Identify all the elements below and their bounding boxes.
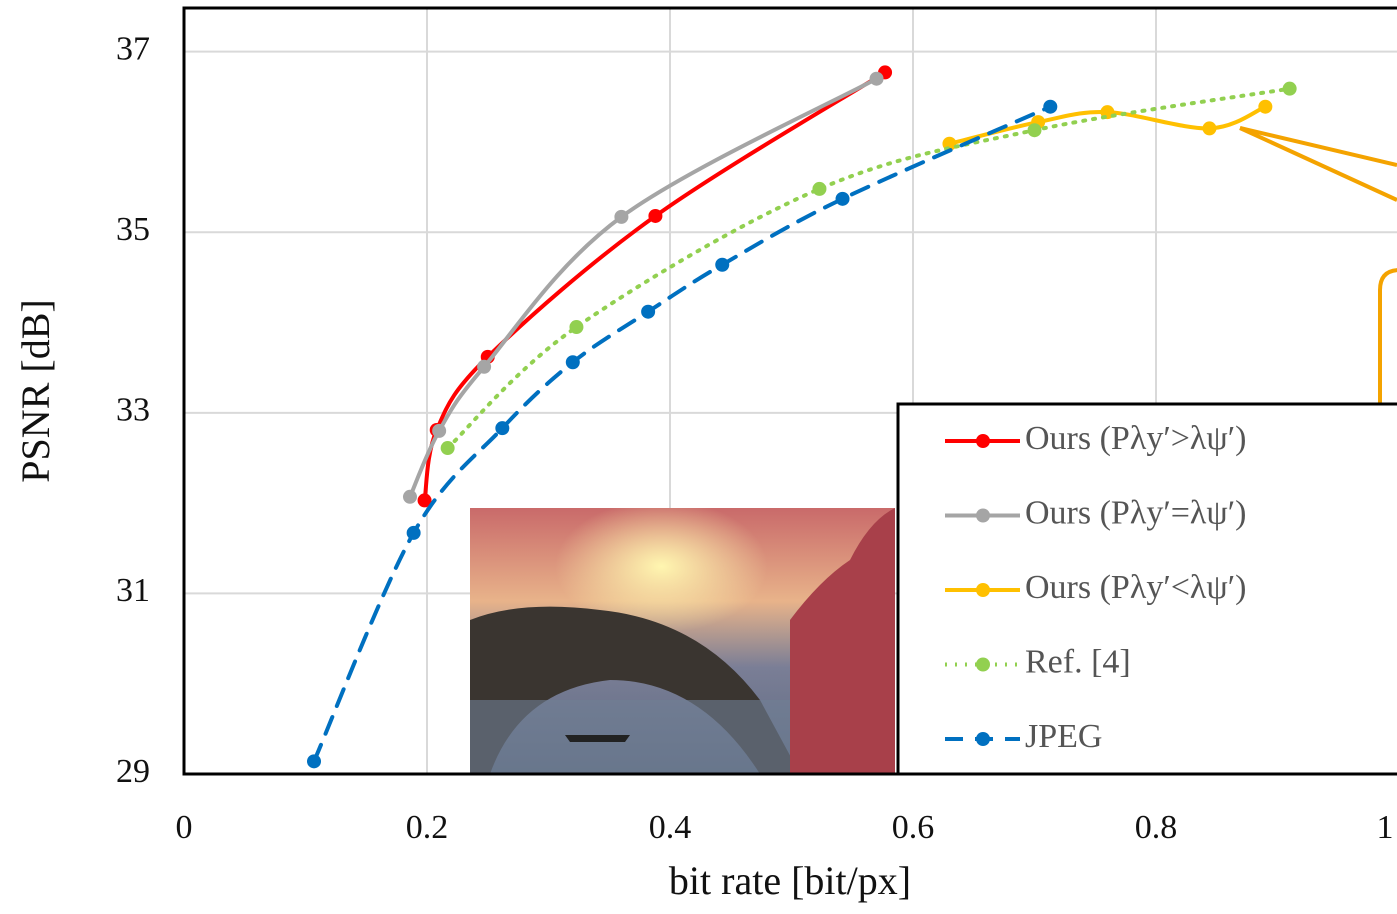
data-point [307,754,322,769]
y-tick-label: 29 [116,753,150,790]
inset-image [470,508,895,774]
legend-label: JPEG [1025,718,1102,755]
data-point [869,71,884,86]
series-line [445,86,1292,451]
data-point [406,525,421,540]
data-point [495,421,510,436]
series-line [407,76,879,499]
legend-label: Ref. [4] [1025,643,1131,680]
x-tick-label: 1 [1377,809,1394,846]
legend-label: Ours (Pλy′<λψ′) [1025,569,1246,606]
data-point [1282,81,1297,96]
data-point [835,191,850,206]
data-point [477,359,492,374]
x-tick-label: 0 [176,809,193,846]
y-axis-title: PSNR [dB] [13,299,58,482]
y-tick-label: 37 [116,30,150,67]
data-point [641,304,656,319]
x-tick-label: 0.6 [892,809,935,846]
legend-label: Ours (Pλy′=λψ′) [1025,494,1246,531]
y-tick-label: 31 [116,572,150,609]
y-tick-label: 33 [116,392,150,429]
data-point [440,441,455,456]
data-point [1202,121,1217,136]
data-point [648,208,663,223]
legend-marker [976,583,990,597]
legend-label: Ours (Pλy′>λψ′) [1025,420,1246,457]
x-tick-label: 0.4 [649,809,692,846]
x-axis-title: bit rate [bit/px] [669,858,911,903]
data-point [565,355,580,370]
legend-marker [976,732,990,746]
legend-marker [976,434,990,448]
data-point [1027,123,1042,138]
plot-frame [182,6,1397,776]
legend-marker [976,657,990,672]
data-point [1043,99,1058,114]
data-point [1258,99,1273,114]
x-tick-label: 0.8 [1135,809,1178,846]
x-tick-label: 0.2 [406,809,449,846]
data-point [432,423,447,438]
legend-marker [976,508,990,523]
data-point [417,493,432,508]
data-point [715,257,730,272]
data-point [614,209,629,224]
data-point [569,320,584,335]
data-point [402,489,417,504]
data-point [812,181,827,196]
y-tick-label: 35 [116,211,150,248]
